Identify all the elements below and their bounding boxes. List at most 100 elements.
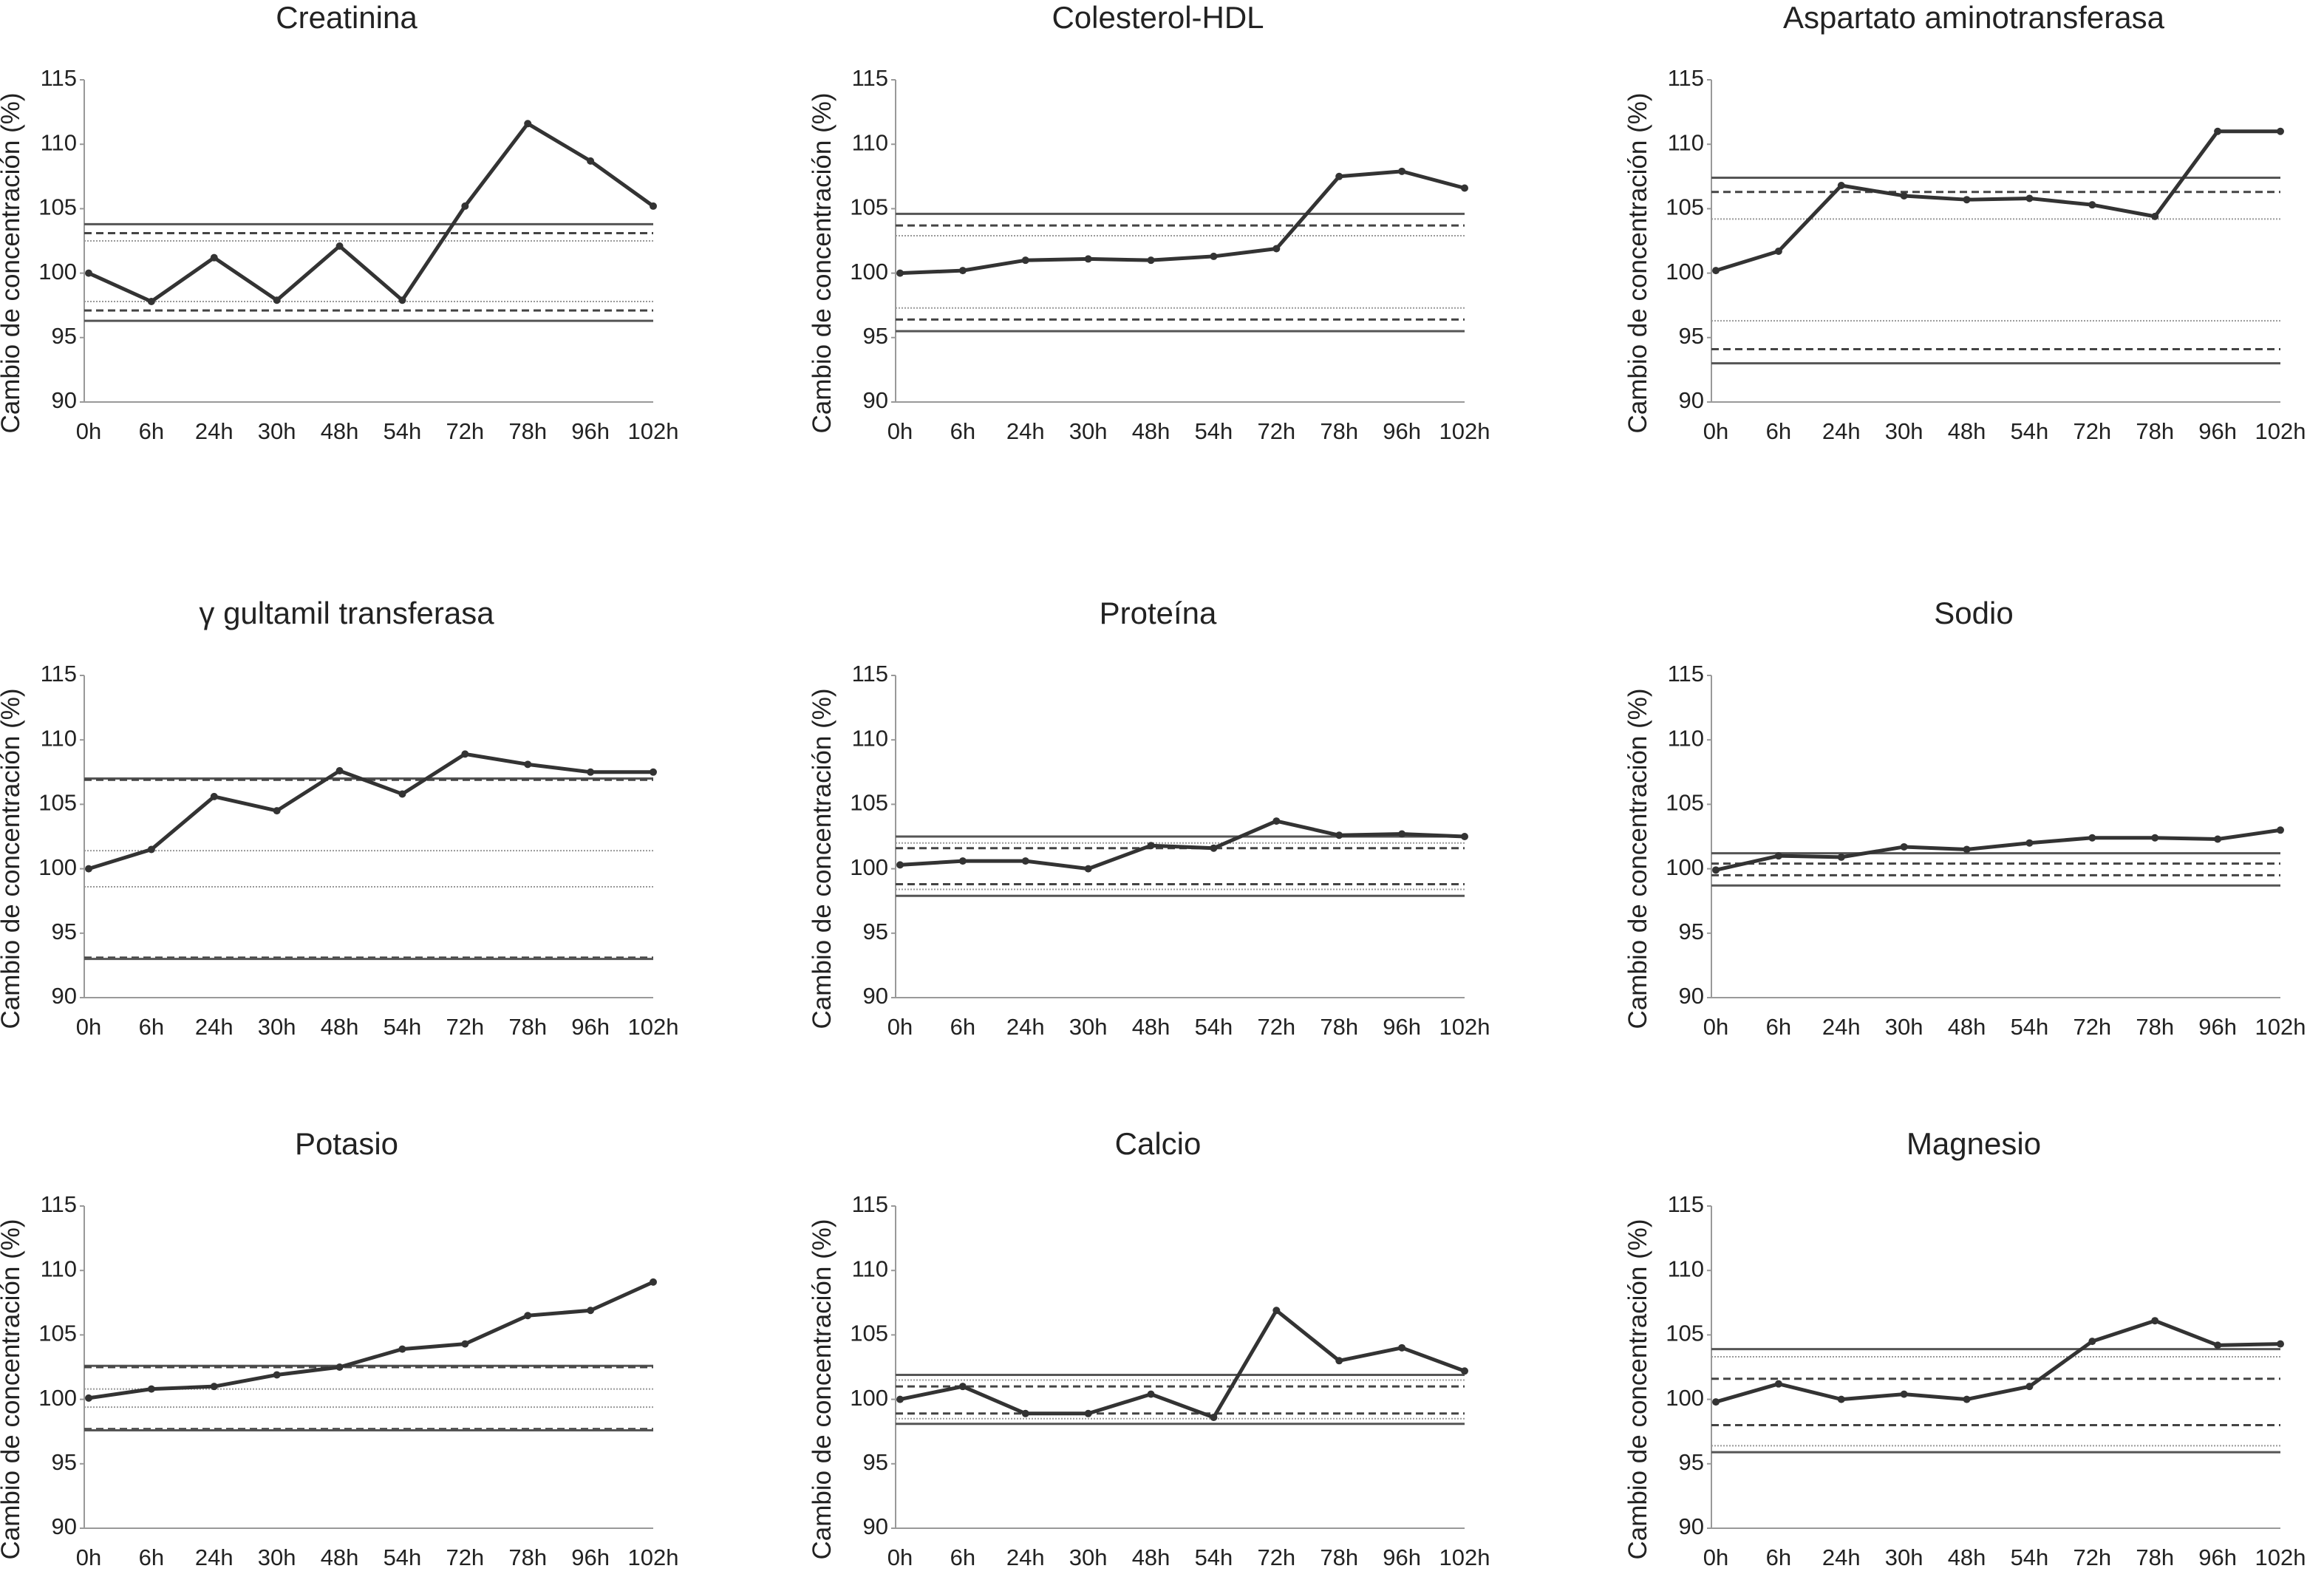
- data-point: [524, 760, 532, 769]
- data-point: [461, 1340, 469, 1348]
- x-tick-label: 0h: [887, 1014, 913, 1040]
- data-point: [1963, 845, 1971, 854]
- data-point: [1837, 1395, 1845, 1403]
- x-tick-label: 48h: [321, 418, 359, 444]
- y-tick-label: 110: [1668, 1256, 1704, 1281]
- data-line: [1715, 828, 2281, 872]
- y-tick-label: 110: [852, 1256, 888, 1281]
- x-tick-label: 96h: [571, 1544, 610, 1570]
- x-tick-label: 72h: [2073, 418, 2111, 444]
- x-tick-label: 6h: [950, 1544, 975, 1570]
- data-point: [1021, 857, 1029, 865]
- x-tick-label: 72h: [446, 418, 484, 444]
- x-tick-label: 24h: [1822, 1014, 1861, 1040]
- data-point: [2151, 1317, 2159, 1325]
- data-point: [958, 1383, 967, 1391]
- y-tick-label: 115: [852, 65, 888, 91]
- data-point: [587, 1307, 595, 1315]
- y-tick-label: 100: [850, 259, 888, 285]
- data-line: [1715, 1318, 2281, 1404]
- data-point: [85, 865, 92, 873]
- y-tick-label: 105: [1666, 1321, 1704, 1346]
- data-point: [650, 1278, 657, 1286]
- chart-title: Sodio: [1934, 596, 2013, 630]
- x-tick-label: 30h: [1885, 1544, 1923, 1570]
- y-axis-label: Cambio de concentración (%): [1623, 688, 1652, 1029]
- y-tick-label: 105: [1666, 194, 1704, 220]
- x-tick-label: 78h: [508, 1014, 547, 1040]
- data-point: [1084, 865, 1092, 873]
- y-tick-label: 115: [41, 1191, 77, 1217]
- x-tick-label: 0h: [76, 418, 101, 444]
- y-tick-label: 100: [38, 854, 77, 880]
- x-tick-label: 102h: [1439, 1014, 1490, 1040]
- y-tick-label: 90: [863, 983, 888, 1009]
- x-tick-label: 6h: [1766, 418, 1791, 444]
- data-point: [650, 202, 657, 210]
- data-point: [1398, 1343, 1406, 1352]
- y-tick-label: 100: [1666, 1385, 1704, 1411]
- x-tick-label: 96h: [2198, 418, 2237, 444]
- y-tick-label: 110: [41, 725, 77, 751]
- x-tick-label: 48h: [1948, 418, 1986, 444]
- y-tick-label: 115: [852, 1191, 888, 1217]
- chart-panel: γ gultamil transferasa Cambio de concentr…: [0, 596, 678, 1040]
- data-point: [335, 242, 344, 250]
- y-tick-label: 95: [52, 1449, 77, 1475]
- x-tick-label: 54h: [2011, 1544, 2049, 1570]
- x-tick-label: 102h: [2255, 1544, 2306, 1570]
- data-point: [2088, 201, 2096, 209]
- x-tick-label: 24h: [1006, 418, 1045, 444]
- data-point: [1712, 267, 1720, 275]
- data-point: [1712, 1398, 1720, 1406]
- data-point: [1774, 852, 1782, 860]
- x-tick-label: 30h: [1069, 1014, 1108, 1040]
- x-tick-label: 54h: [2011, 1014, 2049, 1040]
- y-tick-label: 110: [852, 725, 888, 751]
- data-point: [1335, 172, 1343, 180]
- x-tick-label: 24h: [1822, 1544, 1861, 1570]
- y-tick-label: 100: [1666, 259, 1704, 285]
- chart-title: Colesterol-HDL: [1052, 0, 1264, 35]
- y-axis-label: Cambio de concentración (%): [0, 92, 25, 433]
- x-tick-label: 24h: [1822, 418, 1861, 444]
- x-tick-label: 0h: [76, 1014, 101, 1040]
- x-tick-label: 102h: [2255, 1014, 2306, 1040]
- data-point: [1398, 830, 1406, 838]
- data-point: [524, 1312, 532, 1320]
- chart-title: Creatinina: [276, 0, 418, 35]
- x-tick-label: 30h: [258, 1014, 296, 1040]
- data-point: [335, 1363, 344, 1371]
- data-point: [273, 807, 281, 815]
- x-tick-label: 48h: [1132, 418, 1170, 444]
- data-point: [85, 269, 92, 277]
- data-point: [398, 1345, 406, 1353]
- x-tick-label: 0h: [1703, 418, 1728, 444]
- data-point: [147, 845, 155, 854]
- y-tick-label: 95: [863, 323, 888, 349]
- x-tick-label: 0h: [76, 1544, 101, 1570]
- x-tick-label: 102h: [628, 1544, 679, 1570]
- data-point: [2088, 834, 2096, 842]
- x-tick-label: 24h: [195, 1544, 234, 1570]
- x-tick-label: 78h: [2136, 1014, 2174, 1040]
- x-tick-label: 54h: [2011, 418, 2049, 444]
- y-tick-label: 90: [863, 1513, 888, 1539]
- x-tick-label: 48h: [1948, 1014, 1986, 1040]
- y-axis-label: Cambio de concentración (%): [0, 1219, 25, 1559]
- y-tick-label: 115: [852, 661, 888, 687]
- data-point: [461, 202, 469, 210]
- x-tick-label: 102h: [1439, 418, 1490, 444]
- x-tick-label: 72h: [446, 1544, 484, 1570]
- data-point: [2151, 212, 2159, 220]
- x-tick-label: 54h: [1195, 1544, 1233, 1570]
- data-point: [210, 253, 218, 262]
- chart-panel: Magnesio Cambio de concentración (%) 90 95 1…: [1623, 1126, 2306, 1570]
- y-tick-label: 90: [52, 387, 77, 413]
- x-tick-label: 24h: [1006, 1544, 1045, 1570]
- y-tick-label: 115: [1668, 65, 1704, 91]
- y-tick-label: 90: [1679, 1513, 1704, 1539]
- data-point: [1461, 1367, 1468, 1375]
- data-point: [1021, 1409, 1029, 1417]
- x-tick-label: 96h: [1383, 1014, 1421, 1040]
